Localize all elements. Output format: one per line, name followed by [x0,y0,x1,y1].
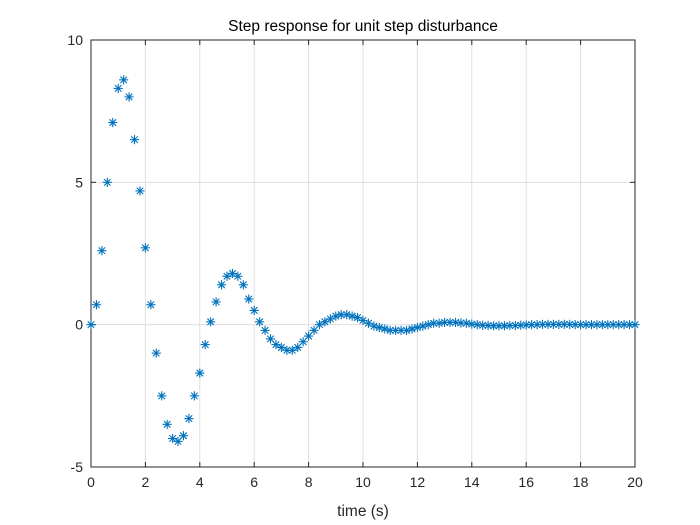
data-point [603,320,613,330]
x-tick-labels: 0 2 4 6 8 10 12 14 16 18 20 [87,474,643,490]
data-point [102,177,112,187]
y-tick-label: 0 [75,317,83,333]
data-point [135,186,145,196]
data-point [265,334,276,344]
y-tick-labels: -5 0 5 10 [67,32,83,475]
data-point [211,297,221,307]
data-point [97,246,107,256]
data-point [189,391,199,401]
data-point [162,419,172,429]
data-point [304,331,314,341]
data-point [537,319,548,329]
data-point [614,320,624,330]
data-point [119,75,129,85]
data-point [195,368,205,378]
data-point [200,339,210,350]
data-point [380,324,390,334]
data-point [173,436,183,446]
data-point [369,321,379,331]
chart-title: Step response for unit step disturbance [228,18,498,35]
data-point [374,322,384,333]
data-point [314,320,325,330]
data-point [255,317,265,327]
data-point [140,243,150,253]
x-tick-label: 0 [87,474,95,490]
data-point [440,317,450,327]
data-point [298,337,308,347]
data-point [565,319,575,329]
data-point [86,320,96,330]
x-tick-label: 18 [573,474,589,490]
x-tick-label: 14 [464,474,480,490]
data-point [418,321,428,331]
data-point [423,320,433,330]
data-point [309,325,319,335]
y-tick-label: 10 [67,32,83,48]
data-point [260,325,270,335]
data-point [358,315,368,325]
data-point [168,433,178,444]
x-tick-label: 16 [518,474,534,490]
data-point [412,322,422,333]
data-point [293,342,303,353]
x-tick-label: 10 [355,474,371,490]
data-point [184,414,194,424]
x-tick-label: 4 [196,474,204,490]
y-tick-label: 5 [75,174,83,190]
data-point [401,325,412,335]
data-point [178,431,189,441]
x-tick-label: 12 [410,474,426,490]
data-point [407,324,417,334]
data-point [151,348,161,358]
data-point [108,117,118,128]
data-point [91,300,102,310]
data-point [592,320,602,330]
data-point [216,280,227,290]
x-tick-label: 20 [627,474,643,490]
data-point [331,311,341,321]
data-point [249,305,259,316]
data-point [499,321,510,331]
data-point [146,300,156,310]
x-axis-label: time (s) [337,503,389,520]
x-tick-label: 2 [142,474,150,490]
data-point [206,317,216,327]
data-point [347,311,357,321]
data-point [233,271,243,281]
data-point [244,294,254,304]
x-tick-label: 8 [305,474,313,490]
data-point [113,83,123,93]
y-tick-label: -5 [71,459,84,475]
data-point [129,135,140,145]
x-tick-label: 6 [250,474,258,490]
data-point [238,280,248,290]
data-point [630,320,640,330]
data-point [456,318,466,328]
data-point [505,320,515,331]
data-point [342,310,352,320]
data-point [124,92,134,102]
data-point [282,345,292,355]
data-markers [86,75,640,446]
data-point [157,391,167,401]
